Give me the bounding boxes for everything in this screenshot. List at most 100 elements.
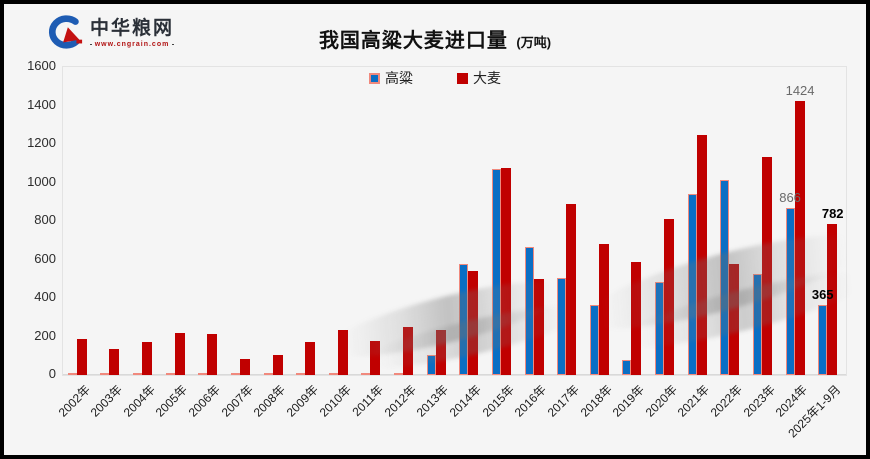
x-axis-label: 2006年 <box>185 382 224 420</box>
bar-barley-2005年 <box>174 333 185 375</box>
x-axis-label: 2009年 <box>283 382 322 420</box>
bar-sorghum-2004年 <box>133 373 143 375</box>
x-axis-label: 2020年 <box>642 382 680 420</box>
logo-url: www.cngrain.com <box>90 41 174 48</box>
bar-barley-2025年1-9月 <box>827 224 838 375</box>
y-axis-label: 1000 <box>27 173 56 189</box>
bar-barley-2013年 <box>435 329 446 375</box>
bar-barley-2009年 <box>305 341 316 375</box>
value-label: 782 <box>821 206 844 222</box>
sorghum-swatch-icon <box>369 72 380 84</box>
x-axis-label: 2016年 <box>512 382 550 420</box>
barley-swatch-icon <box>457 72 468 84</box>
value-label: 365 <box>811 286 834 302</box>
bar-sorghum-2006年 <box>198 373 208 375</box>
bar-sorghum-2008年 <box>263 373 273 375</box>
bar-sorghum-2016年 <box>524 247 534 375</box>
x-axis-label: 2015年 <box>479 382 517 420</box>
value-label: 1424 <box>785 82 815 98</box>
cngrain-logo-icon <box>48 15 83 49</box>
bar-sorghum-2005年 <box>165 373 175 375</box>
x-axis-label: 2014年 <box>446 382 485 420</box>
chart-title-text: 我国高粱大麦进口量 <box>318 30 508 52</box>
y-axis-label: 0 <box>48 366 56 381</box>
bar-sorghum-2021年 <box>687 193 697 375</box>
bar-sorghum-2019年 <box>622 359 632 375</box>
y-axis-label: 200 <box>34 327 56 343</box>
bar-barley-2018年 <box>598 243 609 375</box>
x-axis-label: 2018年 <box>577 382 615 420</box>
x-axis-label: 2007年 <box>218 382 256 420</box>
x-axis-label: 2019年 <box>609 382 648 420</box>
x-axis-label: 2013年 <box>414 382 452 420</box>
bar-sorghum-2012年 <box>394 373 404 375</box>
value-label: 866 <box>779 190 801 206</box>
bar-barley-2004年 <box>142 342 153 375</box>
bar-barley-2011年 <box>370 340 381 375</box>
x-axis-label: 2022年 <box>707 382 746 420</box>
x-axis-label: 2004年 <box>120 382 158 420</box>
bar-barley-2006年 <box>207 334 218 375</box>
x-axis-label: 2011年 <box>349 382 387 420</box>
bar-barley-2010年 <box>337 330 348 375</box>
cngrain-logo: 中华粮网 www.cngrain.com <box>44 14 174 52</box>
bar-barley-2021年 <box>696 134 707 375</box>
legend-item-sorghum: 高粱 <box>369 68 413 88</box>
x-axis-label: 2002年 <box>55 382 93 420</box>
bar-sorghum-2023年 <box>752 273 762 375</box>
y-axis-label: 1200 <box>27 135 56 150</box>
bar-sorghum-2015年 <box>491 169 501 375</box>
x-axis-label: 2005年 <box>153 382 191 420</box>
bar-sorghum-2024年 <box>785 208 795 375</box>
x-axis-label: 2012年 <box>381 382 419 420</box>
x-axis-label: 2010年 <box>316 382 354 420</box>
x-axis-label: 2008年 <box>251 382 289 420</box>
bar-sorghum-2025年1-9月 <box>818 304 828 375</box>
bar-barley-2015年 <box>500 168 511 375</box>
bar-sorghum-2003年 <box>100 373 110 375</box>
bar-barley-2020年 <box>664 219 675 375</box>
bar-barley-2016年 <box>533 278 544 375</box>
bar-sorghum-2009年 <box>296 373 306 375</box>
bar-barley-2002年 <box>76 339 87 375</box>
bar-sorghum-2011年 <box>361 373 371 375</box>
bar-barley-2003年 <box>109 349 120 375</box>
chart-legend: 高粱 大麦 <box>4 68 866 88</box>
chart-title: 我国高粱大麦进口量 (万吨) <box>4 24 866 53</box>
bar-sorghum-2013年 <box>426 354 436 375</box>
bar-barley-2017年 <box>566 204 577 375</box>
bar-sorghum-2007年 <box>230 373 240 375</box>
legend-label-sorghum: 高粱 <box>385 70 413 86</box>
x-axis-label: 2003年 <box>87 382 126 420</box>
logo-name: 中华粮网 <box>90 17 175 39</box>
x-axis-label: 2021年 <box>675 382 713 420</box>
y-axis-label: 800 <box>34 212 56 227</box>
y-axis-label: 600 <box>34 250 56 266</box>
y-axis-label: 400 <box>34 289 56 304</box>
bar-sorghum-2020年 <box>655 282 665 375</box>
bar-barley-2024年 <box>794 100 805 375</box>
bar-sorghum-2010年 <box>328 373 338 375</box>
bar-sorghum-2002年 <box>67 373 77 375</box>
bar-barley-2022年 <box>729 264 740 375</box>
chart-title-unit: (万吨) <box>516 35 552 50</box>
legend-item-barley: 大麦 <box>457 68 501 88</box>
bar-barley-2019年 <box>631 262 642 375</box>
bar-sorghum-2022年 <box>720 179 730 375</box>
bar-barley-2023年 <box>761 157 772 375</box>
bar-sorghum-2017年 <box>557 277 567 375</box>
bar-sorghum-2014年 <box>459 263 469 375</box>
bar-barley-2012年 <box>403 327 414 375</box>
x-axis-label: 2023年 <box>740 382 778 420</box>
bar-barley-2014年 <box>468 270 479 375</box>
legend-label-barley: 大麦 <box>473 70 501 86</box>
plot-area: 2002年 2003年 2004年 2005年 2006年 2007年 2008年 2009年… <box>55 66 847 440</box>
x-axis-label: 2017年 <box>544 382 583 420</box>
x-axis-line <box>63 374 846 375</box>
bar-barley-2008年 <box>272 354 283 375</box>
bar-sorghum-2018年 <box>589 304 599 375</box>
y-axis-label: 1600 <box>27 58 56 73</box>
y-axis-label: 1400 <box>27 96 56 112</box>
bar-barley-2007年 <box>239 358 250 375</box>
